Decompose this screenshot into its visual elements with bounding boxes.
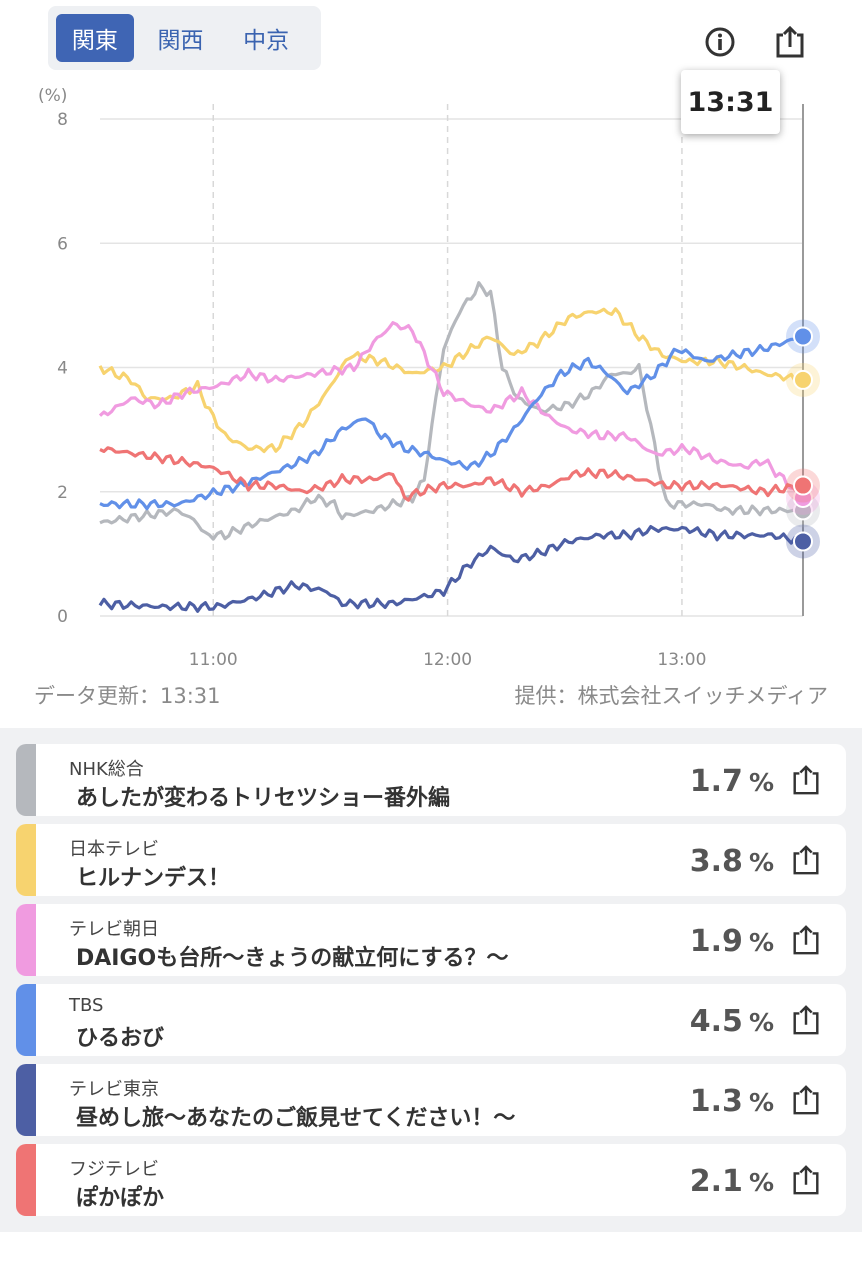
chart-footer: データ更新：13:31 提供：株式会社スイッチメディア — [34, 680, 828, 710]
program-title: ヒルナンデス！ — [76, 866, 231, 891]
chart-axis-labels: 8 6 4 2 0 (%) 11:00 12:00 13:00 — [38, 86, 706, 670]
rating-number: 4.5 — [689, 1004, 743, 1039]
station-card[interactable]: フジテレビぽかぽか 2.1% — [16, 1144, 846, 1216]
series-line — [99, 446, 804, 502]
rating-value: 3.8% — [690, 844, 774, 879]
series-line — [99, 335, 804, 511]
series-line — [98, 307, 804, 454]
series-endpoint-dot — [793, 369, 813, 390]
y-unit-label: (%) — [38, 86, 67, 106]
rating-value: 4.5% — [690, 1004, 774, 1039]
station-name: テレビ朝日 — [69, 919, 159, 940]
station-list: NHK総合あしたが変わるトリセツショー番外編 1.7% 日本テレビヒルナンデス！ 3.… — [0, 728, 862, 1232]
share-icon[interactable] — [788, 762, 824, 798]
station-card[interactable]: テレビ東京昼めし旅～あなたのご飯見せてください！～ 1.3% — [16, 1064, 846, 1136]
rating-number: 2.1 — [689, 1164, 743, 1199]
x-tick-label: 13:00 — [657, 650, 706, 670]
series-endpoint-dot — [793, 326, 813, 347]
rating-value: 1.9% — [690, 924, 774, 959]
rating-number: 1.9 — [689, 924, 743, 959]
rating-number: 1.7 — [689, 764, 743, 799]
program-title: あしたが変わるトリセツショー番外編 — [76, 786, 451, 811]
y-tick-label: 8 — [57, 110, 68, 130]
series-line — [98, 524, 805, 613]
station-card[interactable]: NHK総合あしたが変わるトリセツショー番外編 1.7% — [16, 744, 846, 816]
y-tick-label: 4 — [57, 359, 68, 379]
station-color-bar — [16, 904, 36, 976]
rating-number: 3.8 — [689, 844, 743, 879]
share-icon[interactable] — [788, 842, 824, 878]
program-title: DAIGOも台所～きょうの献立何にする？～ — [76, 946, 509, 971]
share-icon[interactable] — [788, 1162, 824, 1198]
rating-unit: % — [748, 928, 774, 957]
share-icon[interactable] — [788, 922, 824, 958]
tab-kansai[interactable]: 関西 — [157, 28, 204, 54]
station-name: TBS — [69, 995, 104, 1016]
station-color-bar — [16, 984, 36, 1056]
station-name: NHK総合 — [69, 759, 144, 780]
station-card[interactable]: テレビ朝日 DAIGOも台所～きょうの献立何にする？～ 1.9% — [16, 904, 846, 976]
rating-value: 1.7% — [690, 764, 774, 799]
rating-chart: 8 6 4 2 0 (%) 11:00 12:00 13:00 — [38, 86, 820, 670]
rating-unit: % — [748, 1088, 774, 1117]
series-endpoint-dot — [793, 531, 813, 552]
share-icon[interactable] — [788, 1082, 824, 1118]
series-endpoint-dot — [793, 475, 813, 496]
station-name: 日本テレビ — [69, 839, 159, 860]
y-tick-label: 0 — [57, 607, 68, 627]
rating-number: 1.3 — [689, 1084, 743, 1119]
tab-chukyo[interactable]: 中京 — [243, 28, 290, 54]
chart-grid — [100, 104, 804, 617]
station-color-bar — [16, 1064, 36, 1136]
series-line — [99, 281, 804, 541]
region-tabs: 関東 関西 中京 — [48, 6, 321, 70]
share-icon[interactable] — [770, 22, 810, 62]
x-tick-label: 12:00 — [423, 650, 472, 670]
program-title: 昼めし旅～あなたのご飯見せてください！～ — [76, 1106, 516, 1131]
time-tooltip: 13:31 — [681, 70, 780, 134]
y-tick-label: 2 — [57, 483, 68, 503]
data-source-text: 提供：株式会社スイッチメディア — [514, 684, 828, 708]
station-color-bar — [16, 744, 36, 816]
chart-endpoints — [786, 319, 820, 559]
x-tick-label: 11:00 — [189, 650, 238, 670]
y-tick-label: 6 — [57, 234, 68, 254]
program-title: ひるおび — [76, 1026, 165, 1051]
station-card[interactable]: 日本テレビヒルナンデス！ 3.8% — [16, 824, 846, 896]
station-name: フジテレビ — [69, 1159, 159, 1180]
rating-unit: % — [748, 1168, 774, 1197]
tab-kanto[interactable]: 関東 — [56, 14, 134, 62]
station-color-bar — [16, 824, 36, 896]
station-color-bar — [16, 1144, 36, 1216]
station-card[interactable]: TBS ひるおび 4.5% — [16, 984, 846, 1056]
rating-unit: % — [748, 1008, 774, 1037]
station-name: テレビ東京 — [69, 1079, 159, 1100]
data-updated-text: データ更新：13:31 — [34, 684, 221, 708]
program-title: ぽかぽか — [76, 1186, 165, 1211]
rating-value: 2.1% — [690, 1164, 774, 1199]
rating-unit: % — [748, 768, 774, 797]
series-line — [98, 321, 805, 500]
top-icons — [700, 22, 810, 62]
chart-lines — [98, 281, 805, 613]
rating-value: 1.3% — [690, 1084, 774, 1119]
info-icon[interactable] — [700, 22, 740, 62]
share-icon[interactable] — [788, 1002, 824, 1038]
rating-unit: % — [748, 848, 774, 877]
